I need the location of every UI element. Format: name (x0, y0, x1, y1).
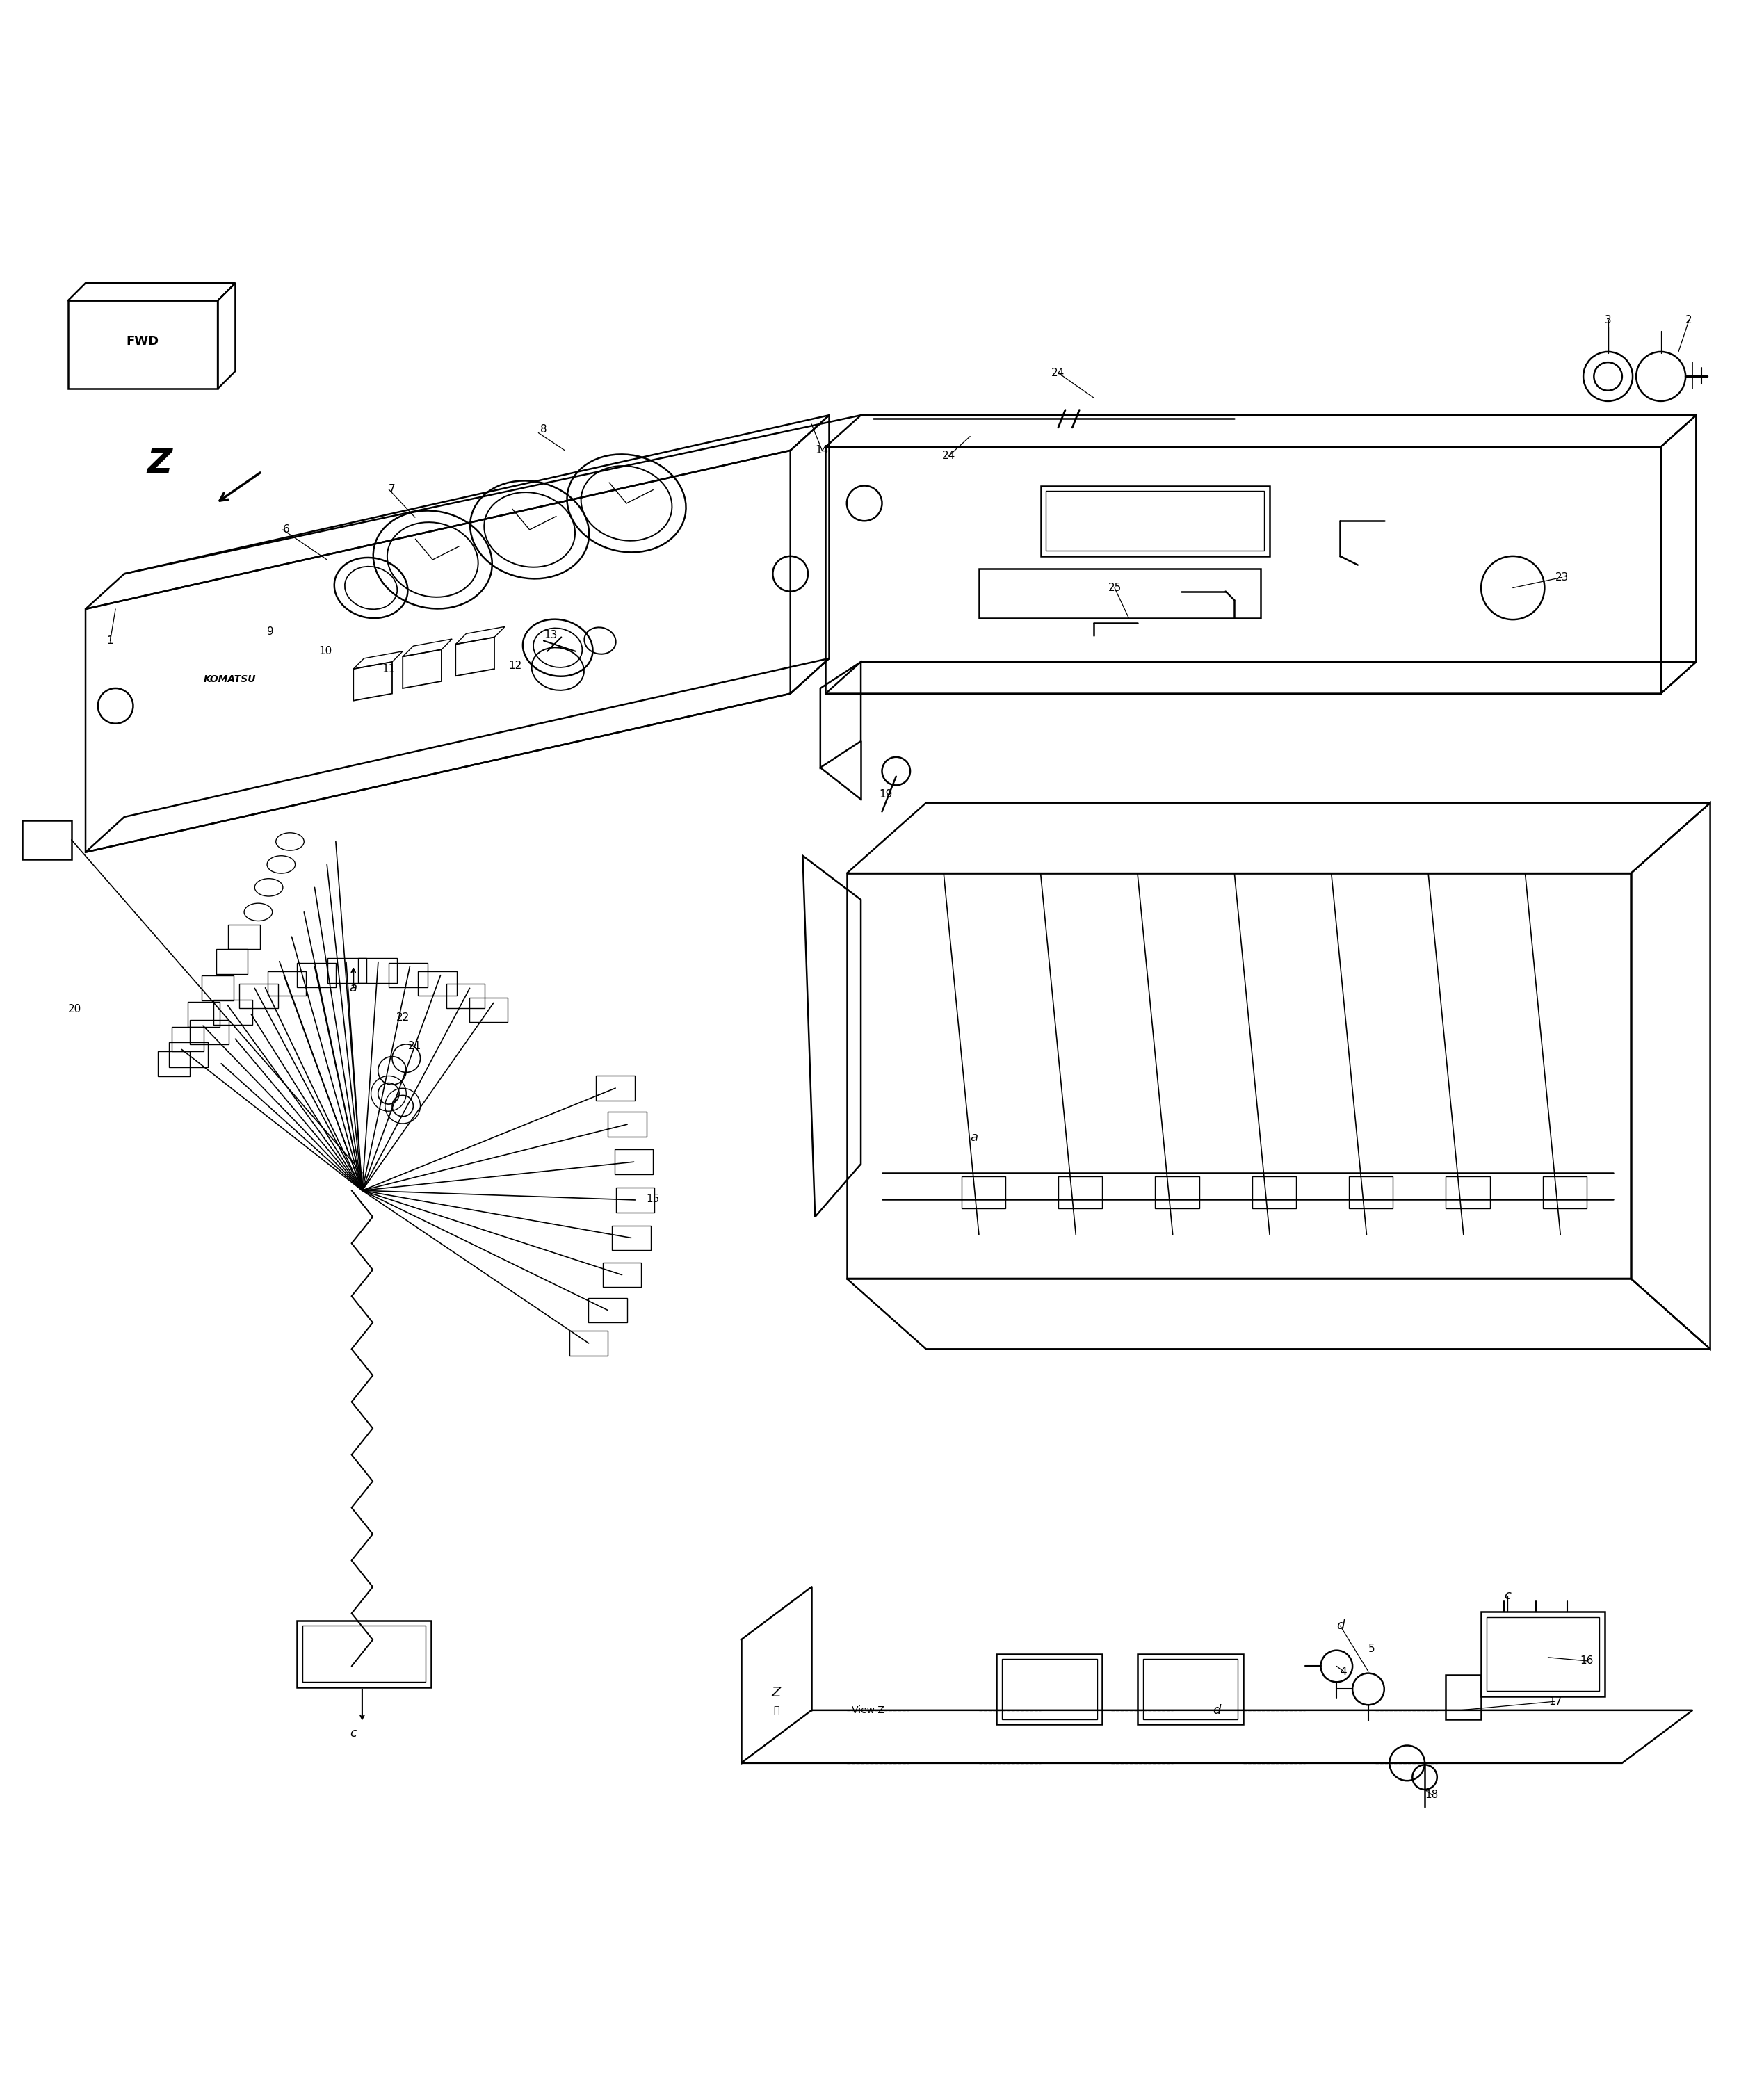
Bar (201, 976, 233, 999)
Bar (1487, 1616, 1600, 1692)
Text: Z: Z (146, 447, 173, 479)
Bar (570, 1331, 609, 1356)
Bar (213, 999, 252, 1024)
Bar (1041, 485, 1270, 556)
Bar (1002, 1658, 1097, 1719)
Bar (187, 1001, 219, 1026)
Text: 視: 視 (773, 1704, 780, 1715)
Text: 15: 15 (646, 1194, 660, 1205)
Bar (596, 1077, 635, 1100)
Bar (616, 1188, 654, 1213)
Bar (1349, 1175, 1394, 1209)
Text: 2: 2 (1686, 315, 1692, 325)
Text: 25: 25 (1108, 584, 1122, 594)
Bar (1046, 491, 1265, 550)
Bar (587, 1297, 626, 1322)
Text: 3: 3 (1605, 315, 1611, 325)
Text: 4: 4 (1341, 1667, 1348, 1677)
Text: 10: 10 (319, 646, 332, 657)
Bar (614, 1150, 653, 1173)
Text: 11: 11 (383, 663, 395, 674)
Bar (612, 1226, 651, 1251)
Text: 13: 13 (543, 630, 557, 640)
Text: 14: 14 (815, 445, 829, 455)
Bar (1544, 1175, 1588, 1209)
Text: d: d (1214, 1704, 1221, 1717)
Bar (215, 949, 247, 974)
Bar (268, 972, 307, 995)
Bar (169, 1043, 208, 1066)
Text: a: a (970, 1131, 977, 1144)
Bar (1482, 1612, 1605, 1696)
Bar (1058, 1175, 1102, 1209)
Text: 7: 7 (388, 485, 395, 495)
Text: 17: 17 (1549, 1696, 1561, 1706)
Text: 5: 5 (1369, 1644, 1376, 1654)
Bar (191, 1020, 229, 1045)
Bar (171, 1026, 203, 1052)
Text: a: a (349, 982, 356, 995)
Bar (296, 963, 335, 987)
Text: 20: 20 (69, 1003, 81, 1014)
Bar (997, 1654, 1102, 1723)
Text: Z: Z (771, 1685, 781, 1700)
Bar (1138, 1654, 1244, 1723)
Text: 9: 9 (266, 628, 273, 638)
Bar (157, 1052, 189, 1077)
Text: 16: 16 (1581, 1656, 1593, 1667)
Text: d: d (1335, 1620, 1344, 1631)
Bar (228, 924, 259, 949)
Text: 24: 24 (942, 451, 956, 462)
Text: 12: 12 (508, 661, 522, 670)
Text: c: c (1505, 1589, 1512, 1602)
Bar (961, 1175, 1005, 1209)
Bar (1446, 1175, 1491, 1209)
Bar (979, 569, 1261, 617)
Bar (388, 963, 427, 987)
Bar (358, 959, 397, 982)
Text: c: c (349, 1727, 356, 1740)
Bar (23, 821, 72, 858)
Bar (240, 984, 279, 1008)
Text: 8: 8 (540, 424, 547, 434)
Text: 22: 22 (397, 1012, 409, 1022)
Text: KOMATSU: KOMATSU (205, 674, 256, 684)
Text: FWD: FWD (127, 336, 159, 348)
Bar (296, 1620, 430, 1688)
Text: 23: 23 (1556, 573, 1568, 584)
Text: 1: 1 (108, 636, 113, 646)
Bar (1446, 1675, 1482, 1719)
Bar (603, 1261, 642, 1287)
Bar (418, 972, 457, 995)
Bar (609, 1112, 647, 1138)
Text: 21: 21 (407, 1041, 422, 1052)
Text: 6: 6 (282, 525, 289, 535)
Bar (469, 997, 508, 1022)
Bar (1143, 1658, 1238, 1719)
Bar (1155, 1175, 1200, 1209)
Text: View Z: View Z (852, 1704, 884, 1715)
Text: 24: 24 (1051, 367, 1065, 378)
Bar (1252, 1175, 1297, 1209)
Text: 18: 18 (1425, 1790, 1438, 1801)
Bar (328, 959, 367, 982)
Text: 19: 19 (878, 789, 893, 800)
Bar (302, 1625, 425, 1681)
Bar (446, 984, 485, 1008)
